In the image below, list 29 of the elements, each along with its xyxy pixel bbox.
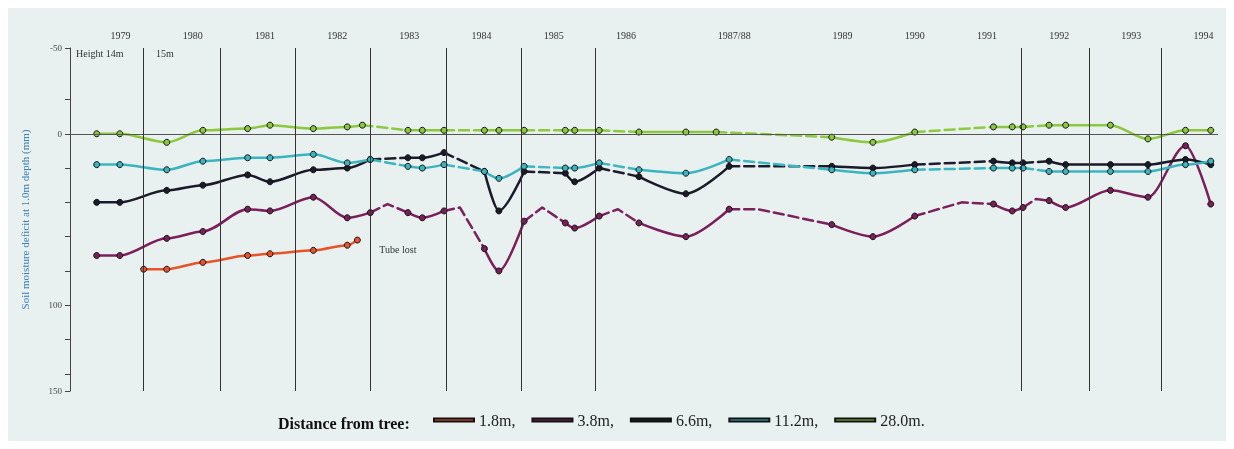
x-tick-label: 1979 <box>110 29 131 41</box>
x-tick-label: 1994 <box>1193 29 1214 41</box>
annotation: Height 14m <box>76 47 124 59</box>
x-tick-label: 1983 <box>399 29 420 41</box>
legend-label: 6.6m, <box>675 411 713 429</box>
y-tick-label: -50 <box>50 43 63 53</box>
x-tick-label: 1981 <box>254 29 275 41</box>
x-tick-label: 1993 <box>1121 29 1142 41</box>
legend-label: 3.8m, <box>577 411 614 429</box>
y-axis-title: Soil moisture deficit at 1.0m depth (mm) <box>18 129 32 310</box>
x-tick-label: 1989 <box>832 29 853 41</box>
legend-label: 28.0m. <box>880 411 925 429</box>
x-tick-label: 1980 <box>182 29 203 41</box>
annotation: Tube lost <box>379 243 417 255</box>
x-tick-label: 1990 <box>904 29 925 41</box>
legend-label: 11.2m, <box>774 411 819 429</box>
x-tick-label: 1986 <box>615 29 636 41</box>
x-tick-label: 1987/88 <box>717 29 751 41</box>
x-tick-label: 1982 <box>327 29 348 41</box>
annotation: 15m <box>156 47 174 59</box>
x-tick-label: 1985 <box>543 29 564 41</box>
y-tick-label: 100 <box>48 300 63 311</box>
y-tick-label: 150 <box>48 386 63 396</box>
x-tick-label: 1992 <box>1049 29 1070 41</box>
legend-title: Distance from tree: <box>278 414 410 432</box>
y-tick-label: 0 <box>57 128 63 139</box>
legend-label: 1.8m, <box>479 411 516 429</box>
x-tick-label: 1984 <box>471 29 492 41</box>
x-tick-label: 1991 <box>976 29 997 41</box>
